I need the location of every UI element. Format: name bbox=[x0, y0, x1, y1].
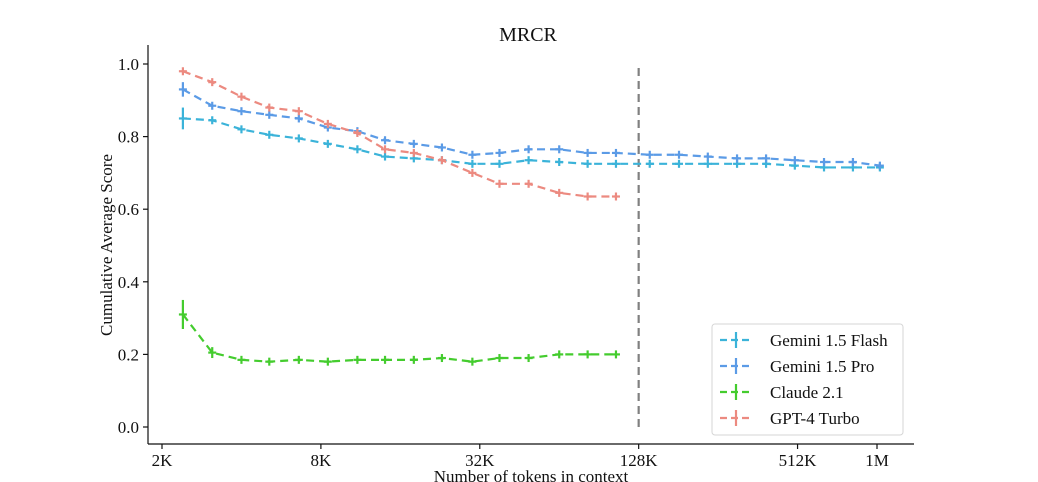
series-gemini-1-5-pro bbox=[178, 82, 884, 170]
series-group bbox=[178, 67, 884, 366]
x-tick-label: 1M bbox=[865, 451, 889, 470]
y-tick-label: 1.0 bbox=[118, 55, 139, 74]
legend-label: GPT-4 Turbo bbox=[770, 409, 860, 428]
x-tick-label: 8K bbox=[310, 451, 332, 470]
chart-title: MRCR bbox=[499, 24, 557, 46]
x-ticks: 2K 8K 32K 128K 512K 1M bbox=[152, 444, 889, 470]
y-axis-label: Cumulative Average Score bbox=[97, 154, 116, 336]
series-line bbox=[182, 313, 616, 363]
legend-label: Claude 2.1 bbox=[770, 383, 844, 402]
axes bbox=[147, 45, 914, 445]
y-tick-label: 0.8 bbox=[118, 128, 139, 147]
y-tick-label: 0.4 bbox=[118, 273, 140, 292]
y-ticks: 0.0 0.2 0.4 0.6 0.8 1.0 bbox=[118, 55, 148, 437]
legend-frame bbox=[711, 323, 904, 436]
legend: Gemini 1.5 Flash Gemini 1.5 Pro Claude 2.1… bbox=[711, 323, 904, 436]
x-tick-label: 2K bbox=[152, 451, 174, 470]
legend-label: Gemini 1.5 Flash bbox=[770, 331, 888, 350]
x-tick-label: 128K bbox=[620, 451, 659, 470]
series-line bbox=[182, 88, 881, 167]
y-tick-label: 0.6 bbox=[118, 200, 139, 219]
legend-label: Gemini 1.5 Pro bbox=[770, 357, 874, 376]
y-tick-label: 0.0 bbox=[118, 418, 139, 437]
series-gpt-4-turbo bbox=[178, 67, 620, 201]
x-tick-label: 512K bbox=[779, 451, 818, 470]
x-tick-label: 32K bbox=[465, 451, 495, 470]
legend-item: Gemini 1.5 Flash bbox=[720, 331, 888, 350]
series-line bbox=[182, 70, 616, 198]
series-claude-2-1 bbox=[178, 299, 620, 366]
y-tick-label: 0.2 bbox=[118, 345, 139, 364]
legend-item: GPT-4 Turbo bbox=[720, 409, 860, 428]
legend-item: Gemini 1.5 Pro bbox=[720, 357, 874, 376]
legend-item: Claude 2.1 bbox=[720, 383, 844, 402]
x-axis-label: Number of tokens in context bbox=[434, 467, 629, 482]
